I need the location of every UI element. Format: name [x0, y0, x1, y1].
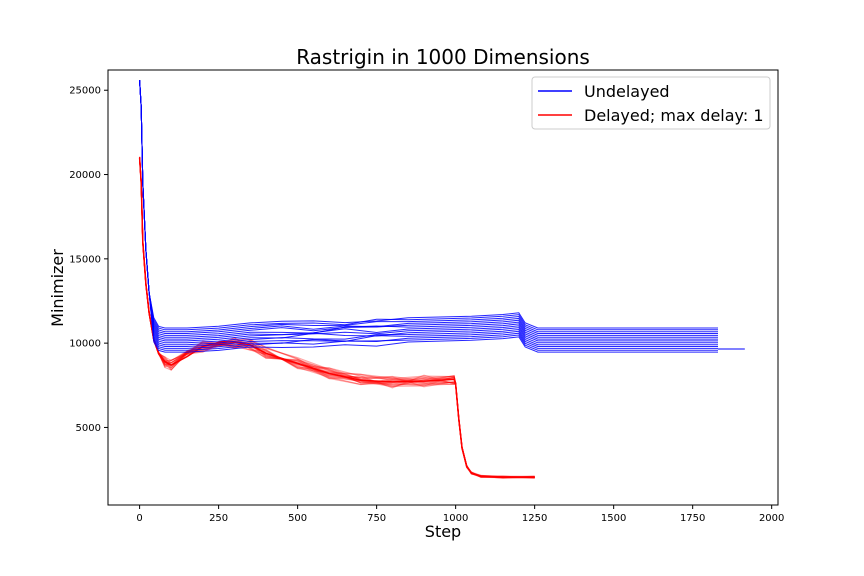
y-tick-label: 5000: [76, 423, 101, 434]
plot-frame: [107, 69, 779, 506]
delayed-trajectory: [139, 157, 535, 478]
legend-entry: Delayed; max delay: 1: [584, 106, 764, 125]
y-axis-label: Minimizer: [48, 249, 67, 327]
legend-entry: Undelayed: [584, 82, 670, 101]
y-tick-label: 25000: [69, 86, 101, 97]
x-tick-label: 500: [288, 513, 307, 524]
y-tick-label: 10000: [69, 339, 101, 350]
series-lines: [139, 80, 745, 353]
x-tick-label: 1500: [601, 513, 626, 524]
x-tick-label: 2000: [759, 513, 784, 524]
legend-box: [531, 76, 771, 130]
chart-title: Rastrigin in 1000 Dimensions: [296, 45, 590, 69]
x-tick-label: 0: [136, 513, 142, 524]
legend: Undelayed Delayed; max delay: 1: [531, 76, 771, 130]
delayed-trajectory: [139, 157, 535, 478]
x-tick-label: 250: [209, 513, 228, 524]
y-tick-label: 15000: [69, 254, 101, 265]
y-axis-ticks: 5000 10000 15000 20000 25000: [69, 86, 108, 434]
delayed-trajectory: [139, 156, 535, 478]
delayed-trajectory: [139, 156, 535, 479]
x-axis-label: Step: [425, 522, 461, 541]
x-tick-label: 1750: [680, 513, 705, 524]
x-tick-label: 750: [367, 513, 386, 524]
x-tick-label: 1000: [443, 513, 468, 524]
y-tick-label: 20000: [69, 170, 101, 181]
x-tick-label: 1250: [522, 513, 547, 524]
undelayed-trajectory: [139, 80, 718, 353]
delayed-trajectory: [139, 157, 535, 478]
x-axis-ticks: 0 250 500 750 1000 1250 1500 1750 2000: [136, 505, 784, 524]
